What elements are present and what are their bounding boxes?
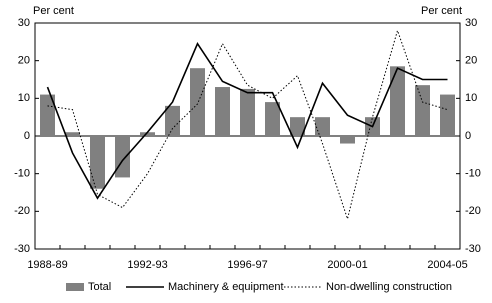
x-tick-label: 2000-01 — [327, 259, 367, 271]
bar — [415, 85, 430, 136]
bar — [265, 102, 280, 136]
bar — [390, 66, 405, 136]
bar — [240, 88, 255, 136]
x-tick-label: 1988-89 — [27, 259, 67, 271]
line — [47, 28, 448, 221]
y-tick-label: 10 — [18, 92, 30, 104]
legend-label: Total — [88, 281, 111, 293]
legend-label: Non-dwelling construction — [326, 281, 452, 293]
legend-label: Machinery & equipment — [168, 281, 284, 293]
y2-tick-label: -10 — [465, 168, 481, 180]
bar — [215, 87, 230, 136]
y2-tick-label: 0 — [465, 130, 471, 142]
x-tick-label: 1992-93 — [127, 259, 167, 271]
x-tick-label: 2004-05 — [427, 259, 467, 271]
y-tick-label: 0 — [24, 130, 30, 142]
line — [46, 42, 448, 200]
legend-swatch — [66, 283, 84, 291]
y2-tick-label: -30 — [465, 243, 481, 255]
y2-tick-label: 30 — [465, 17, 477, 29]
y-tick-label: 20 — [18, 55, 30, 67]
bar — [90, 136, 105, 189]
bar — [140, 132, 155, 136]
bar — [315, 117, 330, 136]
y-tick-label: 30 — [18, 17, 30, 29]
bar — [440, 94, 455, 136]
y-tick-label: -30 — [14, 243, 30, 255]
bar — [65, 132, 80, 136]
y-tick-label: -10 — [14, 168, 30, 180]
y2-tick-label: -20 — [465, 205, 481, 217]
bar — [115, 136, 130, 178]
y2-axis-label: Per cent — [421, 5, 462, 17]
bar — [165, 105, 180, 136]
y2-tick-label: 10 — [465, 92, 477, 104]
bar — [40, 94, 55, 136]
bar — [290, 117, 305, 136]
y2-tick-label: 20 — [465, 55, 477, 67]
bar — [190, 68, 205, 136]
y-tick-label: -20 — [14, 205, 30, 217]
x-tick-label: 1996-97 — [227, 259, 267, 271]
bar — [340, 136, 355, 144]
y-axis-label: Per cent — [33, 5, 74, 17]
